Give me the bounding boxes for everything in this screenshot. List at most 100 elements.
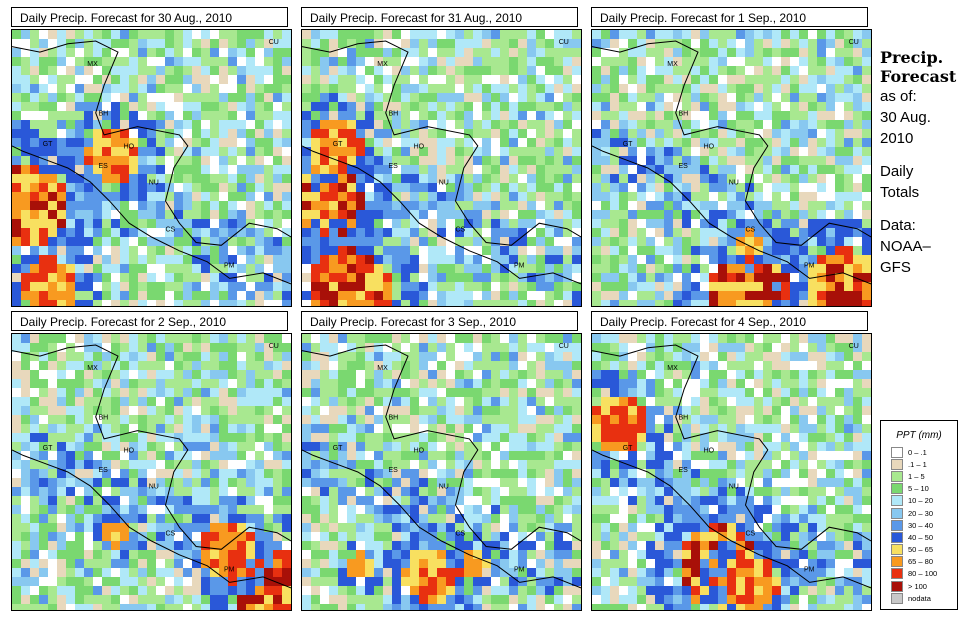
country-label: CS bbox=[746, 531, 756, 538]
precip-map: CU MX BH GT HO ES NU CS PM bbox=[591, 29, 872, 307]
forecast-panel: Daily Precip. Forecast for 31 Aug., 2010… bbox=[301, 7, 582, 314]
as-of-year: 2010 bbox=[880, 130, 914, 147]
legend-swatch bbox=[891, 580, 903, 592]
country-label: CU bbox=[849, 343, 859, 350]
as-of-label: as of: bbox=[880, 88, 917, 105]
country-label: NU bbox=[439, 484, 449, 491]
legend-item: 80 – 100 bbox=[891, 568, 957, 580]
legend-label: 0 – .1 bbox=[908, 447, 927, 457]
precip-grid: CU MX BH GT HO ES NU CS PM bbox=[302, 30, 581, 306]
precip-map: CU MX BH GT HO ES NU CS PM bbox=[301, 333, 582, 611]
country-label: ES bbox=[679, 163, 689, 170]
precip-map: CU MX BH GT HO ES NU CS PM bbox=[591, 333, 872, 611]
precip-grid: CU MX BH GT HO ES NU CS PM bbox=[12, 30, 291, 306]
data-label: Data: bbox=[880, 217, 916, 234]
country-label: GT bbox=[623, 141, 633, 148]
precip-grid: CU MX BH GT HO ES NU CS PM bbox=[592, 334, 871, 610]
legend-label: 50 – 65 bbox=[908, 545, 934, 555]
legend-swatch bbox=[891, 507, 903, 519]
country-label: ES bbox=[389, 163, 399, 170]
forecast-panel: Daily Precip. Forecast for 30 Aug., 2010… bbox=[11, 7, 292, 314]
precip-map: CU MX BH GT HO ES NU CS PM bbox=[301, 29, 582, 307]
legend-item: 5 – 10 bbox=[891, 483, 957, 495]
legend-swatch bbox=[891, 458, 903, 470]
coastline bbox=[592, 344, 871, 589]
country-label: BH bbox=[389, 415, 399, 422]
coastline bbox=[12, 40, 291, 285]
sidebar-heading-line2: Forecast bbox=[880, 67, 957, 86]
legend-label: 20 – 30 bbox=[908, 508, 934, 518]
country-label: ES bbox=[99, 467, 109, 474]
country-label: PM bbox=[514, 262, 525, 269]
panel-title: Daily Precip. Forecast for 31 Aug., 2010 bbox=[301, 7, 578, 27]
country-label: ES bbox=[99, 163, 109, 170]
country-label: BH bbox=[99, 415, 109, 422]
legend-swatch bbox=[891, 592, 903, 604]
legend-label: 5 – 10 bbox=[908, 484, 929, 494]
legend-label: nodata bbox=[908, 593, 931, 603]
legend-label: 80 – 100 bbox=[908, 569, 938, 579]
legend-swatch bbox=[891, 531, 903, 543]
country-label: HO bbox=[124, 144, 135, 151]
country-label: BH bbox=[389, 111, 399, 118]
panel-title: Daily Precip. Forecast for 30 Aug., 2010 bbox=[11, 7, 288, 27]
legend-label: 65 – 80 bbox=[908, 557, 934, 567]
legend-swatch bbox=[891, 483, 903, 495]
country-label: BH bbox=[679, 111, 689, 118]
panel-title: Daily Precip. Forecast for 1 Sep., 2010 bbox=[591, 7, 868, 27]
country-label: HO bbox=[414, 448, 425, 455]
country-label: PM bbox=[804, 566, 815, 573]
country-label: PM bbox=[224, 566, 235, 573]
country-label: MX bbox=[377, 61, 388, 68]
legend-label: 30 – 40 bbox=[908, 520, 934, 530]
precip-grid: CU MX BH GT HO ES NU CS PM bbox=[12, 334, 291, 610]
country-label: CU bbox=[849, 39, 859, 46]
legend-label: 1 – 5 bbox=[908, 471, 925, 481]
forecast-panel: Daily Precip. Forecast for 3 Sep., 2010 C… bbox=[301, 311, 582, 618]
country-label: PM bbox=[224, 262, 235, 269]
precip-map: CU MX BH GT HO ES NU CS PM bbox=[11, 29, 292, 307]
legend-item: nodata bbox=[891, 592, 957, 604]
legend-item: 40 – 50 bbox=[891, 531, 957, 543]
coastline bbox=[302, 40, 581, 285]
legend-swatch bbox=[891, 495, 903, 507]
precip-grid: CU MX BH GT HO ES NU CS PM bbox=[302, 334, 581, 610]
daily-label: Daily bbox=[880, 163, 914, 180]
legend-swatch bbox=[891, 544, 903, 556]
legend-item: 30 – 40 bbox=[891, 519, 957, 531]
country-label: CS bbox=[456, 531, 466, 538]
totals-label: Totals bbox=[880, 184, 920, 201]
country-label: CU bbox=[269, 39, 279, 46]
legend-swatch bbox=[891, 446, 903, 458]
forecast-panel: Daily Precip. Forecast for 1 Sep., 2010 C… bbox=[591, 7, 872, 314]
country-label: BH bbox=[679, 415, 689, 422]
legend-label: 10 – 20 bbox=[908, 496, 934, 506]
precip-grid: CU MX BH GT HO ES NU CS PM bbox=[592, 30, 871, 306]
country-label: PM bbox=[804, 262, 815, 269]
sidebar-info: Precip. Forecast as of: 30 Aug. 2010 Dai… bbox=[880, 48, 966, 278]
legend-item: 50 – 65 bbox=[891, 544, 957, 556]
forecast-panel: Daily Precip. Forecast for 2 Sep., 2010 C… bbox=[11, 311, 292, 618]
country-label: CU bbox=[269, 343, 279, 350]
panel-title: Daily Precip. Forecast for 3 Sep., 2010 bbox=[301, 311, 578, 331]
country-label: MX bbox=[667, 61, 678, 68]
forecast-panel: Daily Precip. Forecast for 4 Sep., 2010 C… bbox=[591, 311, 872, 618]
as-of-date: 30 Aug. bbox=[880, 109, 931, 126]
legend-swatch bbox=[891, 568, 903, 580]
country-label: CS bbox=[166, 227, 176, 234]
country-label: PM bbox=[514, 566, 525, 573]
country-label: CS bbox=[166, 531, 176, 538]
country-label: BH bbox=[99, 111, 109, 118]
data-source-line1: NOAA– bbox=[880, 238, 931, 255]
coastline bbox=[302, 344, 581, 589]
country-label: GT bbox=[333, 141, 343, 148]
sidebar-heading-line1: Precip. bbox=[880, 48, 944, 67]
country-label: NU bbox=[149, 180, 159, 187]
country-label: NU bbox=[439, 180, 449, 187]
data-source-line2: GFS bbox=[880, 259, 911, 276]
legend-item: .1 – 1 bbox=[891, 458, 957, 470]
legend-swatch bbox=[891, 556, 903, 568]
panel-title: Daily Precip. Forecast for 2 Sep., 2010 bbox=[11, 311, 288, 331]
legend-item: 65 – 80 bbox=[891, 556, 957, 568]
country-label: GT bbox=[333, 445, 343, 452]
